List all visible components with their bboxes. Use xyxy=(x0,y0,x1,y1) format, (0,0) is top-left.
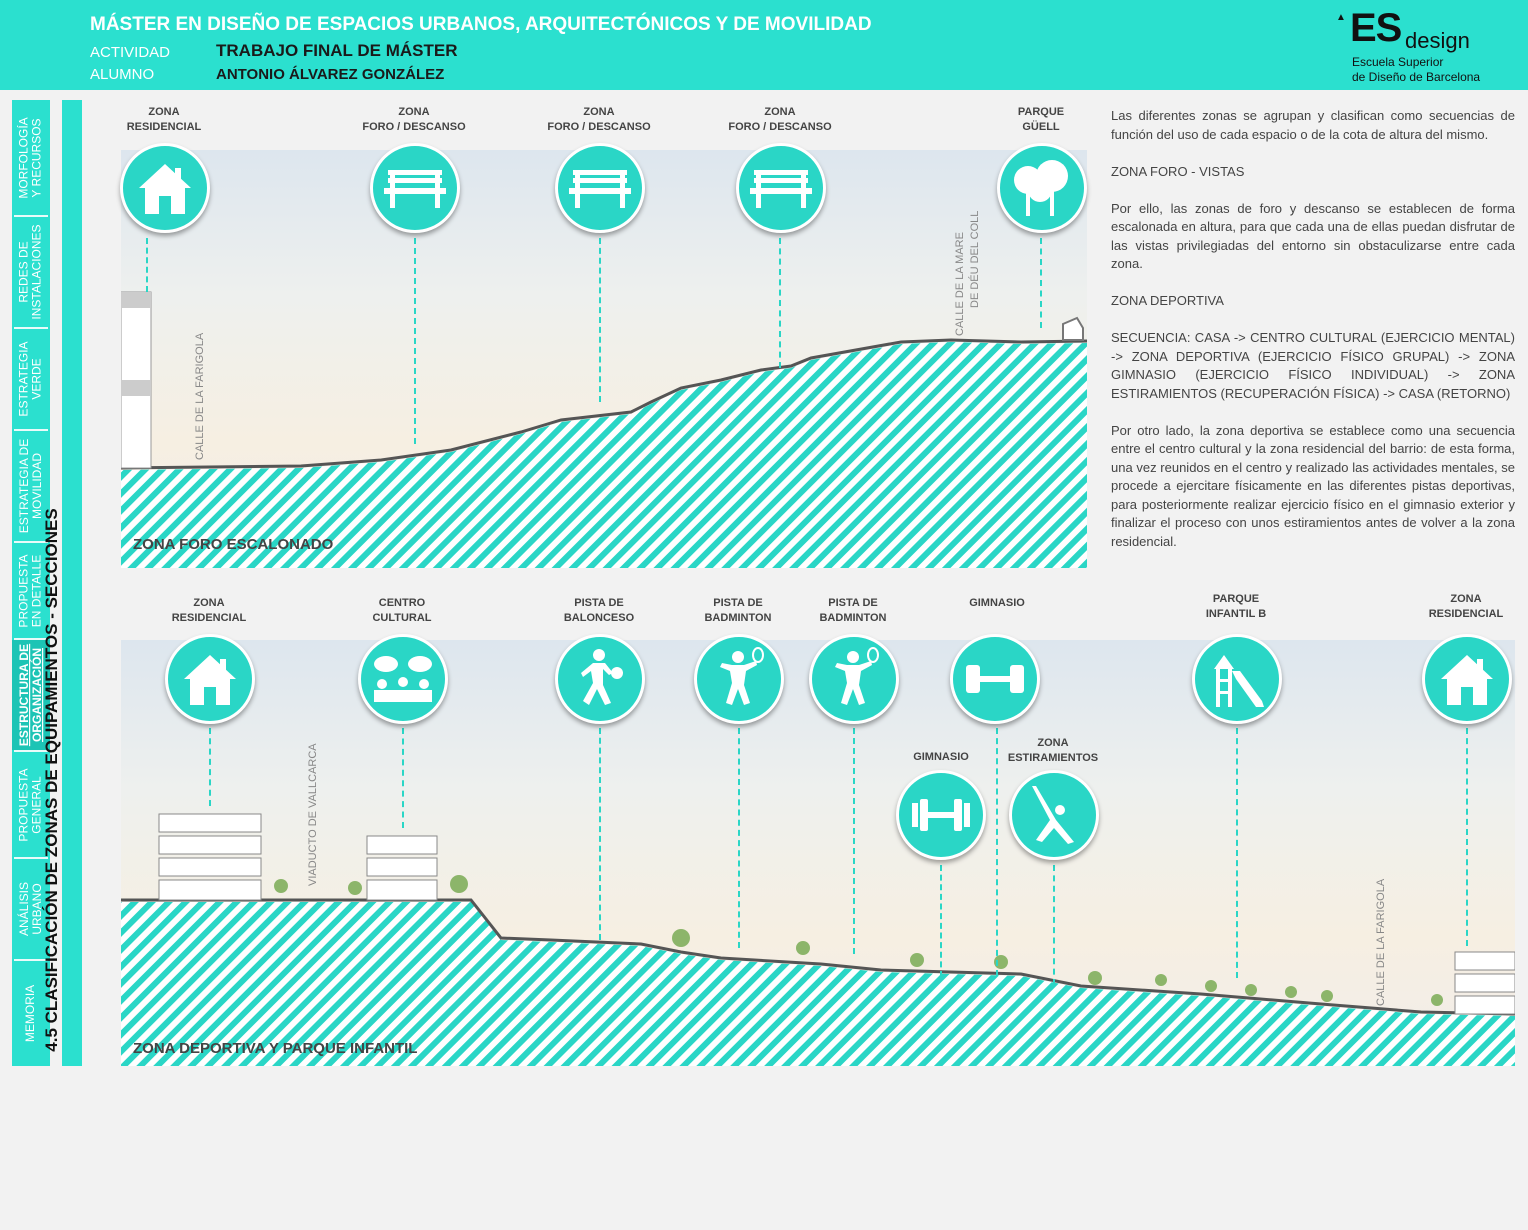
dumbbell-icon xyxy=(950,634,1040,724)
section-2-ground xyxy=(121,902,1515,1066)
logo-es: ES xyxy=(1350,6,1402,50)
logo-subtitle-2: de Diseño de Barcelona xyxy=(1352,70,1481,84)
leader-line xyxy=(209,728,211,806)
leader-line xyxy=(1466,728,1468,946)
section-title: 4.5 CLASIFICACIÓN DE ZONAS DE EQUIPAMIEN… xyxy=(42,508,61,1052)
leader-line xyxy=(996,728,998,976)
zone-label-residencial: ZONA RESIDENCIAL xyxy=(126,106,202,133)
zone-label-foro-2: ZONA FORO / DESCANSO xyxy=(547,106,651,133)
paragraph-deportiva: Por otro lado, la zona deportiva se esta… xyxy=(1111,422,1515,549)
leader-line xyxy=(599,728,601,940)
leader-line xyxy=(1053,865,1055,985)
street-label-vallcarca: VIADUCTO DE VALLCARCA xyxy=(307,743,319,886)
bench-icon xyxy=(736,143,826,233)
nav-item-redes[interactable]: REDES DE INSTALACIONES xyxy=(17,224,45,320)
badminton-player-icon xyxy=(809,634,899,724)
section-2-panel: ZONA DEPORTIVA Y PARQUE INFANTIL VIADUCT… xyxy=(121,640,1515,1066)
section-1-terrain xyxy=(121,291,1087,568)
tree-icon xyxy=(274,875,1443,1006)
student-label: ALUMNO xyxy=(90,66,155,83)
leader-line xyxy=(402,728,404,828)
leader-line xyxy=(599,238,601,402)
description-text: Las diferentes zonas se agrupan y clasif… xyxy=(1111,107,1515,570)
section-1-ground xyxy=(121,342,1087,568)
residential-building-left xyxy=(158,813,262,901)
street-label-farigola: CALLE DE LA FARIGOLA xyxy=(194,332,206,460)
section-1-ground-line xyxy=(121,338,1087,470)
leader-line xyxy=(414,238,416,444)
zone-label-badminton-2: PISTA DE BADMINTON xyxy=(819,597,887,624)
slide-icon xyxy=(1192,634,1282,724)
side-navigation: MORFOLOGÍA Y RECURSOS REDES DE INSTALACION… xyxy=(12,100,50,1066)
student-value: ANTONIO ÁLVAREZ GONZÁLEZ xyxy=(216,66,445,83)
zone-label-residencial-3: ZONA RESIDENCIAL xyxy=(1428,593,1504,620)
zone-label-foro-1: ZONA FORO / DESCANSO xyxy=(362,106,466,133)
activity-label: ACTIVIDAD xyxy=(90,44,171,61)
zone-label-parque-infantil: PARQUE INFANTIL B xyxy=(1205,593,1267,620)
paragraph-secuencia: SECUENCIA: CASA -> CENTRO CULTURAL (EJER… xyxy=(1111,330,1515,401)
zone-label-foro-3: ZONA FORO / DESCANSO xyxy=(728,106,832,133)
zone-label-estiramientos: ZONA ESTIRAMIENTOS xyxy=(1007,737,1099,764)
house-icon xyxy=(1422,634,1512,724)
master-title: MÁSTER EN DISEÑO DE ESPACIOS URBANOS, AR… xyxy=(90,14,872,35)
stretching-icon xyxy=(1009,770,1099,860)
leader-line xyxy=(779,238,781,368)
bench-icon xyxy=(370,143,460,233)
leader-line xyxy=(1040,238,1042,328)
basketball-player-icon xyxy=(555,634,645,724)
zone-label-residencial-2: ZONA RESIDENCIAL xyxy=(171,597,247,624)
heading-foro-vistas: ZONA FORO - VISTAS xyxy=(1111,163,1245,179)
street-label-mare-2: DE DÉU DEL COLL xyxy=(969,210,981,308)
logo-mark-icon: ▲ xyxy=(1336,12,1346,23)
bench-icon xyxy=(555,143,645,233)
zone-label-baloncesto: PISTA DE BALONCESO xyxy=(563,597,635,624)
nav-item-morfologia[interactable]: MORFOLOGÍA Y RECURSOS xyxy=(17,116,44,199)
leader-line xyxy=(940,865,942,977)
leader-line xyxy=(853,728,855,954)
zone-label-gimnasio-1: GIMNASIO xyxy=(969,597,1025,609)
zone-label-gimnasio-2: GIMNASIO xyxy=(913,751,969,763)
zone-label-centro-cultural: CENTRO CULTURAL xyxy=(372,597,432,624)
section-2-ground-line xyxy=(121,898,1515,1016)
street-label-farigola-2: CALLE DE LA FARIGOLA xyxy=(1375,878,1387,1006)
cultural-center-building xyxy=(366,835,438,901)
dumbbell-icon xyxy=(896,770,986,860)
section-2-name: ZONA DEPORTIVA Y PARQUE INFANTIL xyxy=(133,1040,418,1057)
zone-label-parque-guell: PARQUE GÜELL xyxy=(1017,106,1065,133)
trees-icon xyxy=(997,143,1087,233)
residential-building xyxy=(121,291,152,469)
zone-label-badminton-1: PISTA DE BADMINTON xyxy=(704,597,772,624)
leader-line xyxy=(1236,728,1238,978)
paragraph-intro: Las diferentes zonas se agrupan y clasif… xyxy=(1111,108,1515,142)
paragraph-foro: Por ello, las zonas de foro y descanso s… xyxy=(1111,200,1515,272)
street-label-mare-1: CALLE DE LA MARE xyxy=(954,232,966,336)
logo-subtitle-1: Escuela Superior xyxy=(1352,55,1444,69)
badminton-player-icon xyxy=(694,634,784,724)
header-bar: MÁSTER EN DISEÑO DE ESPACIOS URBANOS, AR… xyxy=(0,0,1528,90)
section-1-name: ZONA FORO ESCALONADO xyxy=(133,536,334,553)
section-title-bar xyxy=(62,100,82,1066)
house-icon xyxy=(120,143,210,233)
logo-design: design xyxy=(1405,28,1470,53)
parque-guell-wall-icon xyxy=(1062,316,1084,341)
heading-zona-deportiva: ZONA DEPORTIVA xyxy=(1111,293,1224,308)
activity-value: TRABAJO FINAL DE MÁSTER xyxy=(216,41,458,60)
people-talking-icon xyxy=(358,634,448,724)
leader-line xyxy=(146,238,148,292)
house-icon xyxy=(165,634,255,724)
section-2-terrain xyxy=(121,813,1515,1066)
leader-line xyxy=(738,728,740,948)
residential-building-right xyxy=(1454,951,1515,1015)
nav-item-estructura-organizacion[interactable]: ESTRUCTURA DE ORGANIZACIÓN xyxy=(12,640,50,750)
